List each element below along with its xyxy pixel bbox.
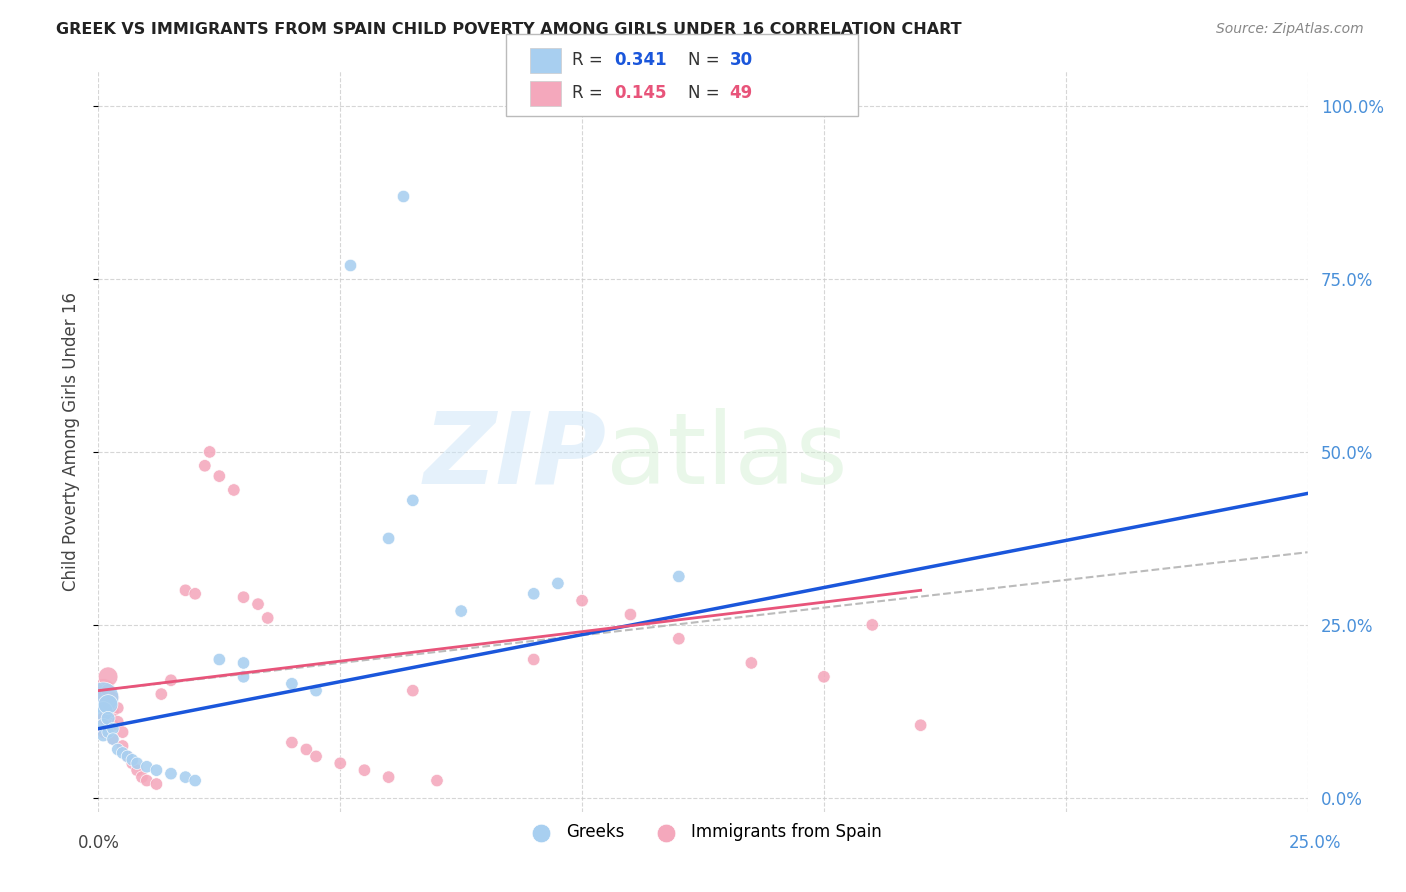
- Point: [184, 587, 207, 601]
- Point: [107, 701, 129, 715]
- Point: [194, 458, 217, 473]
- Point: [107, 742, 129, 756]
- Point: [256, 611, 278, 625]
- Point: [117, 749, 139, 764]
- Point: [619, 607, 641, 622]
- Point: [101, 718, 124, 732]
- Text: ZIP: ZIP: [423, 408, 606, 505]
- Point: [111, 739, 134, 753]
- Point: [232, 591, 254, 605]
- Point: [208, 469, 231, 483]
- Point: [571, 593, 593, 607]
- Point: [668, 632, 690, 646]
- Point: [97, 698, 120, 712]
- Point: [281, 676, 304, 690]
- Point: [547, 576, 569, 591]
- Text: 49: 49: [730, 84, 754, 103]
- Point: [740, 656, 762, 670]
- Point: [402, 683, 425, 698]
- Point: [135, 760, 157, 774]
- Point: [101, 732, 124, 747]
- Point: [107, 714, 129, 729]
- Point: [91, 705, 114, 719]
- Point: [101, 732, 124, 747]
- Point: [97, 698, 120, 712]
- Point: [426, 773, 449, 788]
- Point: [860, 618, 883, 632]
- Point: [121, 753, 143, 767]
- Point: [127, 763, 149, 777]
- Point: [91, 683, 114, 698]
- Point: [111, 746, 134, 760]
- Text: 0.145: 0.145: [614, 84, 666, 103]
- Point: [402, 493, 425, 508]
- Point: [91, 698, 114, 712]
- Point: [198, 445, 221, 459]
- Point: [247, 597, 270, 611]
- Point: [392, 189, 415, 203]
- Point: [91, 725, 114, 739]
- Point: [97, 725, 120, 739]
- Point: [305, 683, 328, 698]
- Point: [111, 725, 134, 739]
- Point: [174, 770, 197, 784]
- Point: [208, 652, 231, 666]
- Point: [91, 690, 114, 705]
- Text: 0.341: 0.341: [614, 52, 666, 70]
- Y-axis label: Child Poverty Among Girls Under 16: Child Poverty Among Girls Under 16: [62, 292, 80, 591]
- Legend: Greeks, Immigrants from Spain: Greeks, Immigrants from Spain: [517, 816, 889, 847]
- Point: [131, 770, 153, 784]
- Text: 0.0%: 0.0%: [77, 834, 120, 852]
- Text: R =: R =: [572, 84, 609, 103]
- Point: [377, 770, 399, 784]
- Point: [135, 773, 157, 788]
- Point: [91, 729, 114, 743]
- Point: [174, 583, 197, 598]
- Text: N =: N =: [688, 84, 724, 103]
- Point: [523, 652, 546, 666]
- Point: [91, 718, 114, 732]
- Point: [160, 766, 183, 780]
- Point: [232, 656, 254, 670]
- Point: [121, 756, 143, 771]
- Point: [305, 749, 328, 764]
- Point: [523, 587, 546, 601]
- Point: [450, 604, 472, 618]
- Point: [91, 711, 114, 725]
- Text: N =: N =: [688, 52, 724, 70]
- Point: [150, 687, 173, 701]
- Point: [232, 670, 254, 684]
- Text: 25.0%: 25.0%: [1288, 834, 1341, 852]
- Point: [910, 718, 932, 732]
- Text: R =: R =: [572, 52, 609, 70]
- Text: atlas: atlas: [606, 408, 848, 505]
- Point: [101, 690, 124, 705]
- Point: [329, 756, 352, 771]
- Point: [97, 711, 120, 725]
- Text: GREEK VS IMMIGRANTS FROM SPAIN CHILD POVERTY AMONG GIRLS UNDER 16 CORRELATION CH: GREEK VS IMMIGRANTS FROM SPAIN CHILD POV…: [56, 22, 962, 37]
- Point: [668, 569, 690, 583]
- Point: [145, 777, 167, 791]
- Point: [295, 742, 318, 756]
- Point: [339, 258, 361, 272]
- Point: [377, 532, 399, 546]
- Point: [117, 749, 139, 764]
- Point: [101, 722, 124, 736]
- Point: [97, 711, 120, 725]
- Point: [145, 763, 167, 777]
- Point: [184, 773, 207, 788]
- Point: [97, 670, 120, 684]
- Point: [353, 763, 375, 777]
- Point: [127, 756, 149, 771]
- Text: Source: ZipAtlas.com: Source: ZipAtlas.com: [1216, 22, 1364, 37]
- Point: [813, 670, 835, 684]
- Point: [222, 483, 245, 497]
- Point: [101, 705, 124, 719]
- Text: 30: 30: [730, 52, 752, 70]
- Point: [97, 683, 120, 698]
- Point: [281, 735, 304, 749]
- Point: [160, 673, 183, 688]
